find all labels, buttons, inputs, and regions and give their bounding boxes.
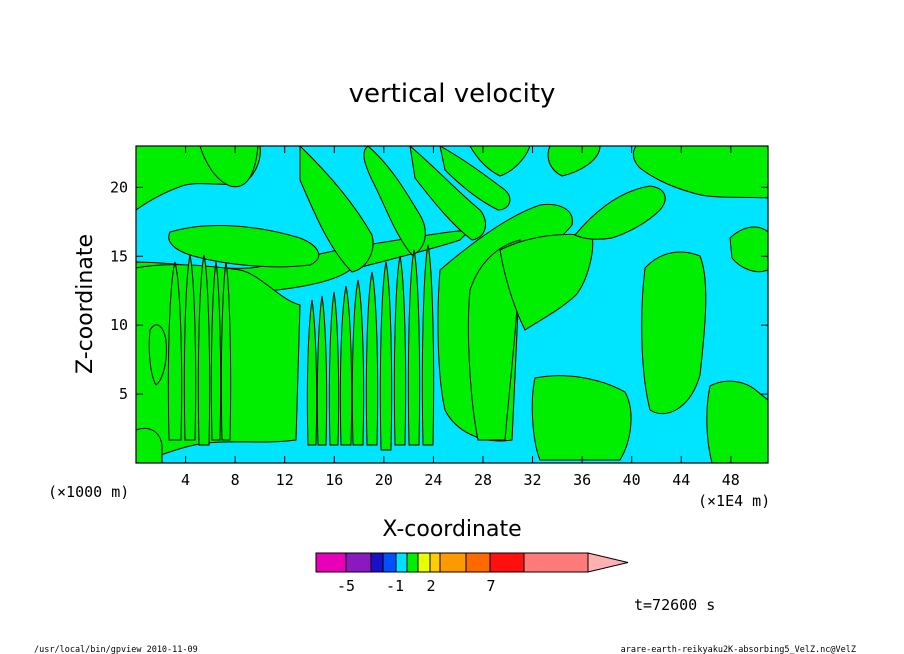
positive-velocity-stripe — [183, 254, 197, 441]
colorbar-segment — [395, 552, 408, 573]
positive-velocity-stripe — [316, 295, 328, 446]
positive-velocity-stripe — [407, 249, 421, 446]
colorbar-segment — [417, 552, 431, 573]
positive-velocity-stripe — [365, 271, 379, 446]
footer-right: arare-earth-reikyaku2K-absorbing5_VelZ.n… — [621, 645, 856, 654]
x-axis-unit: (×1E4 m) — [698, 492, 770, 510]
x-tick-label: 12 — [276, 471, 294, 489]
y-tick-label: 5 — [119, 385, 128, 403]
x-tick-label: 4 — [181, 471, 190, 489]
positive-velocity-stripe — [379, 261, 393, 451]
colorbar-labels: -5 -1 2 7 — [337, 577, 496, 595]
x-tick-label: 28 — [474, 471, 492, 489]
positive-velocity-region — [148, 324, 167, 386]
y-tick-label: 10 — [110, 316, 128, 334]
colorbar-segment — [439, 552, 467, 573]
positive-velocity-region — [641, 251, 707, 415]
positive-velocity-region — [531, 375, 632, 461]
colorbar-label: -1 — [386, 577, 404, 595]
positive-velocity-region — [499, 233, 594, 331]
colorbar-segment — [406, 552, 419, 573]
positive-velocity-region — [729, 226, 768, 273]
positive-velocity-stripe — [328, 291, 340, 446]
positive-velocity-stripe — [197, 254, 211, 446]
positive-velocity-region — [136, 427, 163, 463]
colorbar-label: -5 — [337, 577, 355, 595]
x-tick-label: 32 — [524, 471, 542, 489]
colorbar — [315, 552, 629, 573]
x-tick-label: 48 — [722, 471, 740, 489]
contour-field — [136, 146, 768, 463]
positive-velocity-region — [706, 380, 768, 463]
positive-velocity-region — [547, 146, 601, 177]
footer-left: /usr/local/bin/gpview 2010-11-09 — [34, 645, 198, 654]
positive-velocity-region — [469, 146, 531, 177]
positive-velocity-stripe — [220, 261, 232, 441]
y-tick-label: 20 — [110, 178, 128, 196]
colorbar-overflow-triangle — [587, 552, 629, 573]
colorbar-segment — [523, 552, 589, 573]
positive-velocity-region — [439, 146, 511, 211]
positive-velocity-region — [299, 146, 374, 273]
time-label: t=72600 s — [634, 596, 715, 614]
positive-velocity-stripe — [306, 299, 318, 446]
colorbar-segment — [370, 552, 384, 573]
positive-velocity-stripe — [167, 261, 183, 441]
positive-velocity-region — [363, 146, 426, 256]
chart-title: vertical velocity — [349, 79, 556, 109]
x-tick-label: 40 — [623, 471, 641, 489]
y-axis: 5 10 15 20 — [110, 178, 768, 403]
positive-velocity-region — [409, 146, 487, 241]
y-axis-unit: (×1000 m) — [48, 483, 129, 501]
y-axis-label: Z-coordinate — [73, 234, 98, 374]
plot-frame — [135, 145, 769, 464]
colorbar-segment — [315, 552, 347, 573]
x-axis-label: X-coordinate — [382, 517, 521, 542]
positive-velocity-stripe — [339, 285, 353, 446]
x-tick-label: 20 — [375, 471, 393, 489]
x-tick-label: 44 — [672, 471, 690, 489]
x-tick-label: 24 — [424, 471, 442, 489]
x-tick-label: 8 — [231, 471, 240, 489]
positive-velocity-region — [168, 225, 320, 268]
positive-velocity-region — [467, 239, 521, 441]
colorbar-label: 2 — [426, 577, 435, 595]
colorbar-segment — [489, 552, 525, 573]
colorbar-segment — [429, 552, 441, 573]
colorbar-segment — [465, 552, 491, 573]
positive-velocity-stripe — [393, 255, 407, 446]
x-tick-label: 16 — [325, 471, 343, 489]
positive-velocity-stripe — [421, 244, 435, 446]
y-tick-label: 15 — [110, 247, 128, 265]
colorbar-label: 7 — [486, 577, 495, 595]
positive-velocity-stripe — [210, 261, 222, 441]
positive-velocity-region — [199, 146, 259, 188]
colorbar-segment — [382, 552, 397, 573]
x-axis: 4 8 12 16 20 24 28 32 36 40 44 48 — [181, 146, 740, 489]
positive-velocity-region — [632, 146, 768, 199]
colorbar-segment — [345, 552, 372, 573]
positive-velocity-stripe — [351, 279, 365, 446]
positive-velocity-region — [574, 185, 666, 240]
x-tick-label: 36 — [573, 471, 591, 489]
